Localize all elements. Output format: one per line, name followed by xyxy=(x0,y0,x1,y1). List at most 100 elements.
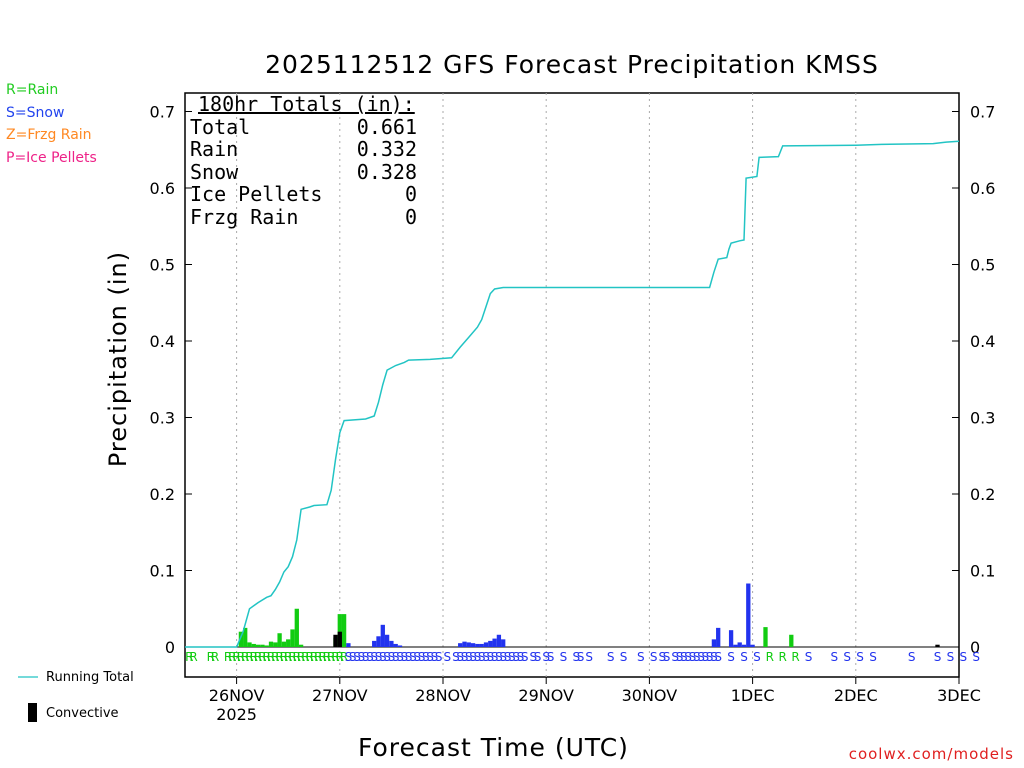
snow-bar xyxy=(458,643,463,647)
chart-title: 2025112512 GFS Forecast Precipitation KM… xyxy=(265,50,879,79)
ptype-marker: S xyxy=(396,650,404,664)
ptype-marker: S xyxy=(379,650,387,664)
ptype-marker: S xyxy=(663,650,671,664)
x-tick-label: 28NOV xyxy=(415,686,471,705)
y-tick-label-left: 0.2 xyxy=(150,485,175,504)
ptype-marker: S xyxy=(353,650,361,664)
ptype-marker: S xyxy=(422,650,430,664)
totals-box: 180hr Totals (in): Total 0.661 Rain 0.332 … xyxy=(190,93,417,228)
snow-bar xyxy=(380,624,385,647)
ptype-marker: S xyxy=(482,650,490,664)
y-tick-label-left: 0.7 xyxy=(150,103,175,122)
rain-bar xyxy=(243,627,248,647)
snow-bar xyxy=(470,643,476,647)
ptype-marker: R xyxy=(301,650,309,664)
ptype-marker: R xyxy=(318,650,326,664)
ptype-marker: R xyxy=(275,650,283,664)
snow-bar xyxy=(384,634,390,647)
ptype-marker: S xyxy=(572,650,580,664)
snow-bar xyxy=(737,642,742,647)
legend-convective-label: Convective xyxy=(46,706,119,721)
ptype-marker: S xyxy=(676,650,684,664)
ptype-marker: R xyxy=(267,650,275,664)
ptype-marker: S xyxy=(805,650,813,664)
ptype-marker: S xyxy=(693,650,701,664)
snow-bar xyxy=(716,627,721,647)
rain-bar xyxy=(247,642,252,647)
plot-frame xyxy=(184,92,960,678)
ptype-marker: S xyxy=(529,650,537,664)
ptype-marker: S xyxy=(697,650,705,664)
legend-ice-pellets: P=Ice Pellets xyxy=(6,150,97,166)
rain-bar xyxy=(337,614,342,647)
ptype-marker: R xyxy=(189,650,197,664)
ptype-marker: R xyxy=(280,650,288,664)
y-tick-label-right: 0.6 xyxy=(970,179,995,198)
snow-bar xyxy=(393,643,398,647)
y-tick-label-left: 0.4 xyxy=(150,332,175,351)
ptype-marker: R xyxy=(779,650,787,664)
ptype-marker: R xyxy=(336,650,344,664)
snow-bar xyxy=(475,643,480,647)
ptype-marker: S xyxy=(542,650,550,664)
snow-bar xyxy=(479,643,484,647)
ptype-marker: R xyxy=(241,650,249,664)
ptype-marker: S xyxy=(400,650,408,664)
rain-bar xyxy=(277,633,282,647)
ptype-marker: R xyxy=(228,650,236,664)
ptype-marker: R xyxy=(263,650,271,664)
ptype-marker: R xyxy=(254,650,262,664)
x-tick-label: 30NOV xyxy=(622,686,678,705)
ptype-marker: S xyxy=(443,650,451,664)
totals-row-rain: Rain 0.332 xyxy=(190,137,417,161)
ptype-marker: R xyxy=(293,650,301,664)
ptype-marker: S xyxy=(508,650,516,664)
ptype-marker: R xyxy=(207,650,215,664)
snow-bar xyxy=(746,583,751,647)
convective-bar xyxy=(337,631,342,647)
ptype-marker: R xyxy=(284,650,292,664)
ptype-marker: S xyxy=(370,650,378,664)
snow-bar xyxy=(741,644,747,647)
rain-bar xyxy=(290,629,295,647)
ptype-marker: S xyxy=(383,650,391,664)
y-tick-label-left: 0 xyxy=(165,638,175,657)
snow-bar xyxy=(496,634,502,647)
snow-bar xyxy=(483,642,489,647)
ptype-marker: S xyxy=(680,650,688,664)
ptype-marker: S xyxy=(856,650,864,664)
y-tick-label-right: 0.1 xyxy=(970,562,995,581)
y-tick-label-right: 0.2 xyxy=(970,485,995,504)
ptype-marker: R xyxy=(766,650,774,664)
ptype-marker: R xyxy=(288,650,296,664)
x-tick-label: 29NOV xyxy=(518,686,574,705)
y-tick-label-right: 0.7 xyxy=(970,103,995,122)
ptype-marker: S xyxy=(495,650,503,664)
legend-convective-swatch xyxy=(28,703,37,722)
ptype-marker: S xyxy=(577,650,585,664)
ptype-marker: S xyxy=(357,650,365,664)
ptype-marker: S xyxy=(830,650,838,664)
ptype-marker: S xyxy=(345,650,353,664)
ptype-marker: S xyxy=(547,650,555,664)
ptype-marker: R xyxy=(185,650,193,664)
rain-bar xyxy=(341,614,347,647)
legend-running-total-label: Running Total xyxy=(46,670,134,685)
y-tick-label-right: 0 xyxy=(970,638,980,657)
ptype-marker: S xyxy=(388,650,396,664)
ptype-marker: R xyxy=(297,650,305,664)
ptype-marker: S xyxy=(637,650,645,664)
snow-bar xyxy=(733,644,738,647)
ptype-marker: R xyxy=(232,650,240,664)
x-tick-label: 26NOV xyxy=(209,686,265,705)
totals-row-ice-pellets: Ice Pellets 0 xyxy=(190,182,417,206)
ptype-marker: S xyxy=(753,650,761,664)
ptype-marker: R xyxy=(211,650,219,664)
ptype-marker: S xyxy=(456,650,464,664)
ptype-marker: S xyxy=(349,650,357,664)
totals-row-snow: Snow 0.328 xyxy=(190,159,417,184)
ptype-marker: S xyxy=(512,650,520,664)
ptype-marker: S xyxy=(684,650,692,664)
ptype-marker: S xyxy=(972,650,980,664)
source-credit: coolwx.com/models xyxy=(848,745,1014,763)
